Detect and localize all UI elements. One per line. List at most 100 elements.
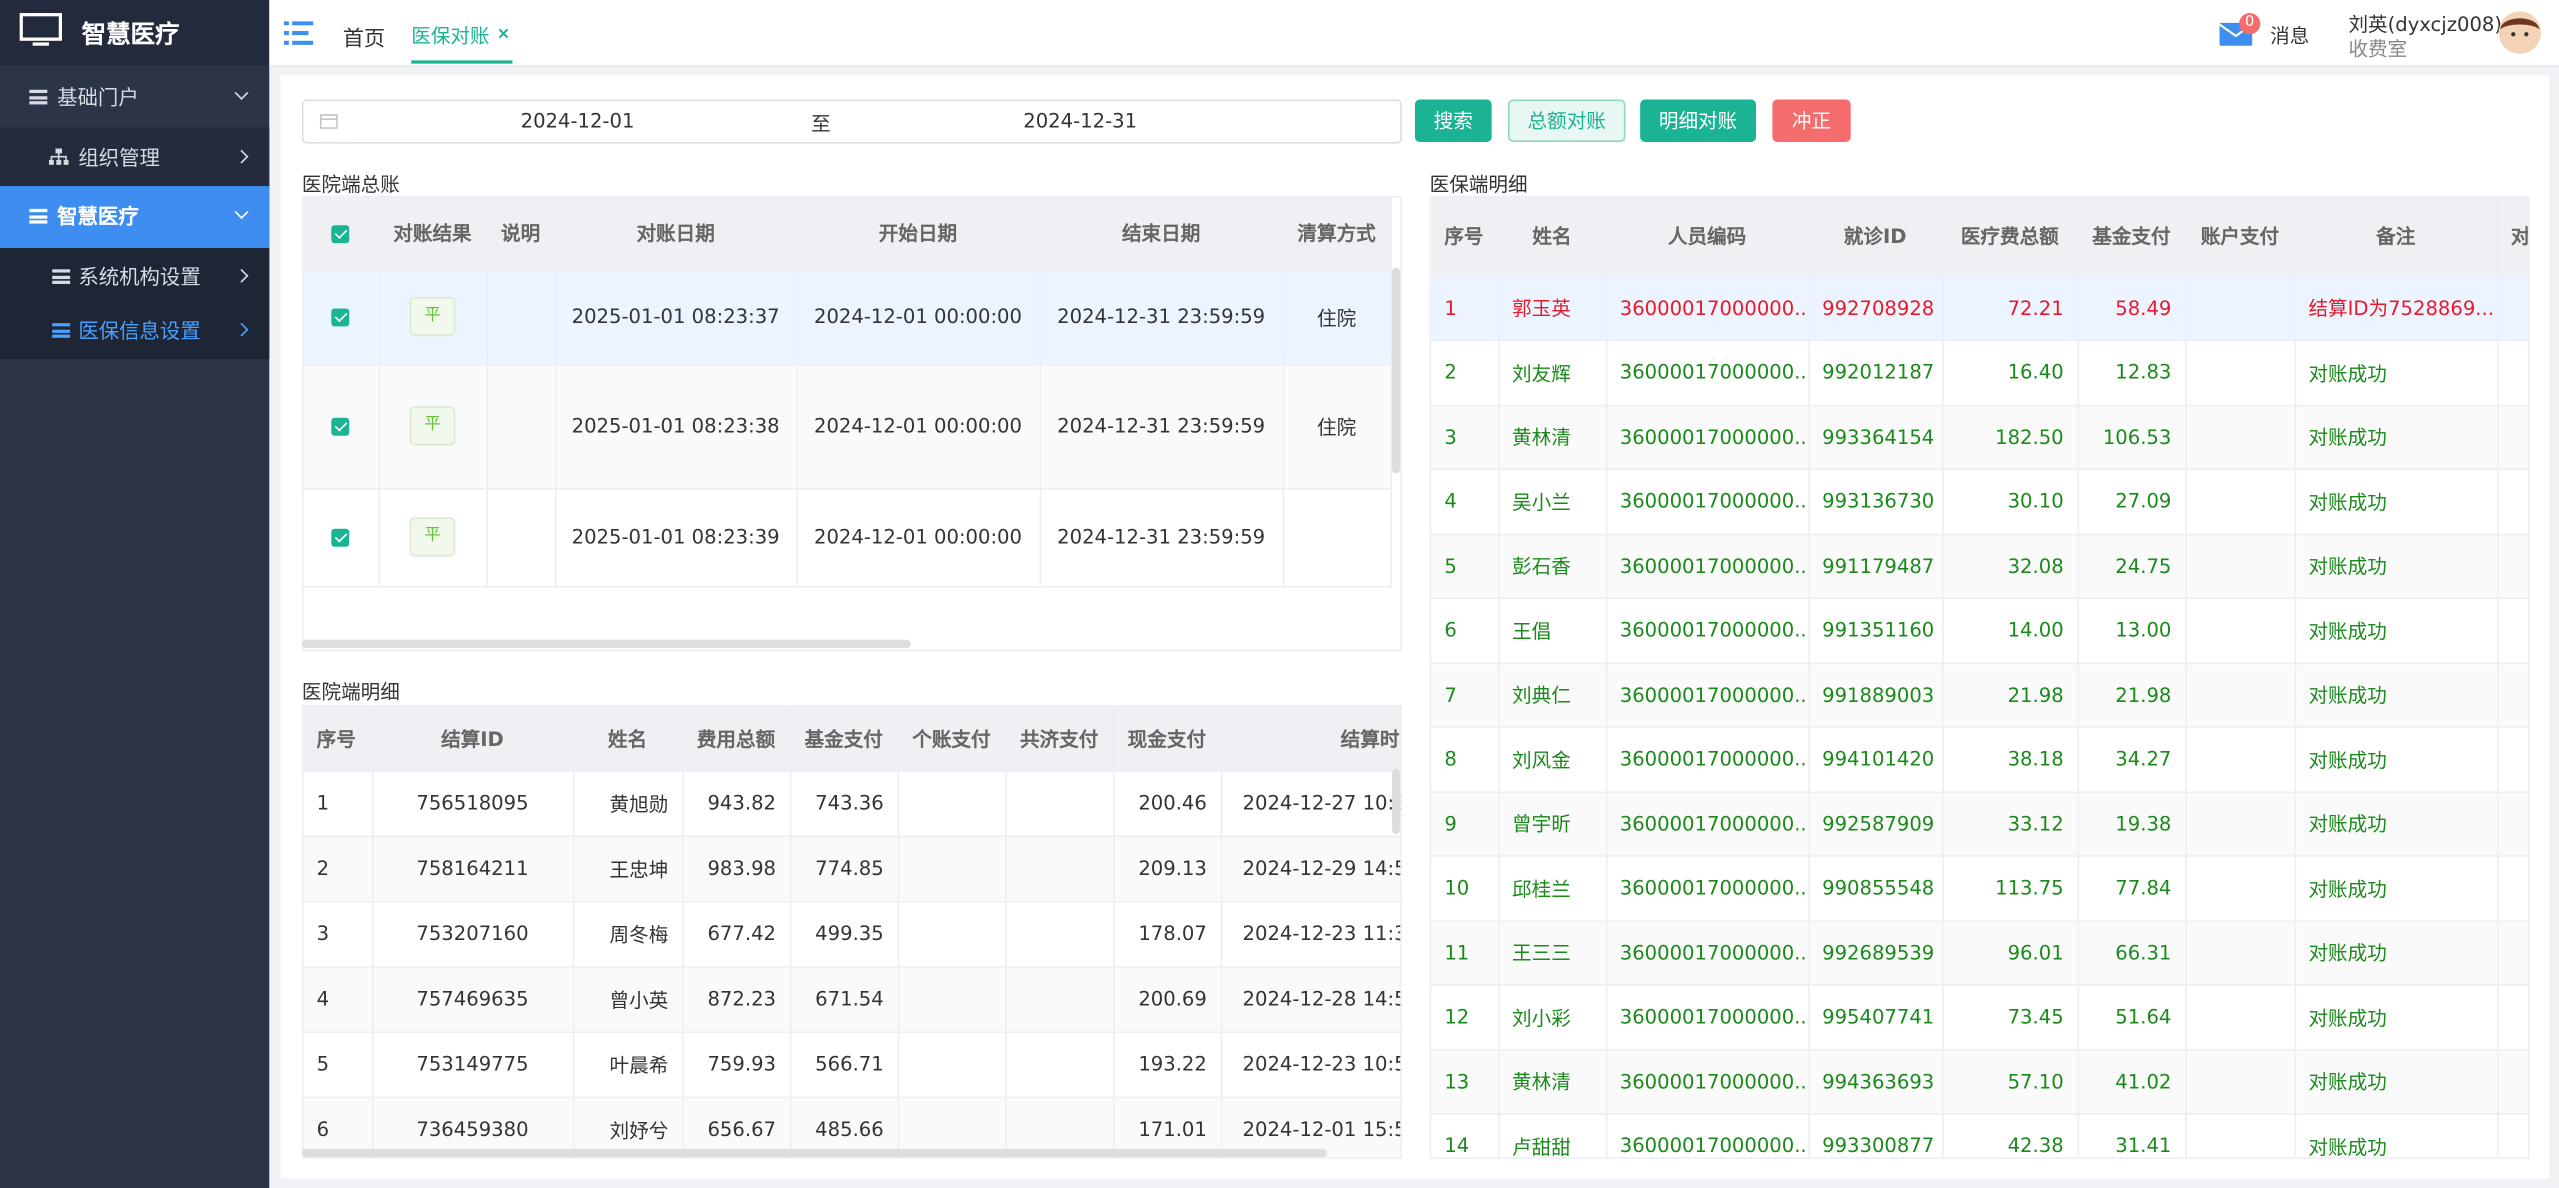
row-checkbox[interactable]	[332, 418, 350, 436]
table-row: 3黄林清36000017000000...993364154182.50106.…	[1431, 405, 2529, 469]
cell	[2185, 534, 2294, 598]
select-all-checkbox[interactable]	[332, 225, 350, 243]
logo-bar: 智慧医疗	[0, 0, 269, 65]
cell	[898, 901, 1006, 966]
summary-table: 对账结果说明对账日期开始日期结束日期清算方式平2025-01-01 08:23:…	[302, 196, 1402, 651]
cell	[2497, 598, 2530, 662]
cell: 3	[1431, 405, 1498, 469]
menu-item[interactable]: 组织管理	[0, 127, 269, 189]
cell	[304, 364, 379, 488]
column-header: 医疗费总额	[1942, 197, 2077, 275]
column-header: 基金支付	[2078, 197, 2186, 275]
column-header: 人员编码	[1606, 197, 1808, 275]
cell: 对账成功	[2295, 985, 2497, 1049]
panel-title: 医院端总账	[302, 170, 400, 198]
menu-toggle[interactable]	[284, 21, 313, 45]
cell: 36000017000000...	[1606, 727, 1808, 791]
cell: 6	[1431, 598, 1498, 662]
cell: 200.46	[1113, 770, 1221, 835]
cell: 对账成功	[2295, 405, 2497, 469]
table-row: 4吴小兰36000017000000...99313673030.1027.09…	[1431, 469, 2529, 533]
cell: 2024-12-23 10:51	[1221, 1031, 1402, 1096]
cell: 对账成功	[2295, 920, 2497, 984]
column-header: 结算时间	[1221, 707, 1402, 771]
tab-close[interactable]	[498, 28, 509, 39]
table-row: 平2025-01-01 08:23:382024-12-01 00:00:002…	[304, 364, 1391, 488]
column-header: 结束日期	[1040, 197, 1283, 269]
tab[interactable]: 首页	[343, 21, 385, 52]
cell: 36000017000000...	[1606, 1049, 1808, 1113]
cell: 2024-12-31 23:59:59	[1040, 488, 1283, 586]
table-row: 6王倡36000017000000...99135116014.0013.00对…	[1431, 598, 2529, 662]
cell: 刘典仁	[1498, 663, 1606, 727]
cell: 990855548	[1808, 856, 1942, 920]
avatar[interactable]	[2497, 10, 2543, 56]
date-range[interactable]: 2024-12-01 至 2024-12-31	[302, 100, 1402, 144]
cell	[2185, 340, 2294, 404]
row-checkbox[interactable]	[332, 529, 350, 547]
table-row: 11王三三36000017000000...99268953996.0166.3…	[1431, 920, 2529, 984]
cell: 36000017000000...	[1606, 920, 1808, 984]
column-header: 序号	[1431, 197, 1498, 275]
cell: 刘友辉	[1498, 340, 1606, 404]
cell: 2024-12-01 00:00:00	[796, 364, 1039, 488]
cell	[2497, 985, 2530, 1049]
menu-item[interactable]: 系统机构设置	[0, 246, 269, 308]
cell	[2497, 276, 2530, 340]
table-row: 7刘典仁36000017000000...99188900321.9821.98…	[1431, 663, 2529, 727]
menu-item[interactable]: 基础门户	[0, 67, 269, 129]
table-row: 12刘小彩36000017000000...99540774173.4551.6…	[1431, 985, 2529, 1049]
menu-item-active[interactable]: 智慧医疗	[0, 186, 269, 248]
cell: 21.98	[2078, 663, 2186, 727]
cell: 王忠坤	[573, 836, 682, 901]
message-label[interactable]: 消息	[2270, 21, 2309, 49]
panel-title: 医院端明细	[302, 677, 400, 705]
cell	[2185, 920, 2294, 984]
reverse-button[interactable]: 冲正	[1772, 100, 1850, 142]
menu-item-selected[interactable]: 医保信息设置	[0, 300, 269, 362]
panel-title: 医保端明细	[1430, 170, 1528, 198]
tab-active[interactable]: 医保对账	[411, 21, 489, 49]
cell: 住院	[1283, 364, 1391, 488]
column-header: 开始日期	[796, 197, 1039, 269]
cell	[1005, 770, 1113, 835]
cell	[2185, 663, 2294, 727]
table-row: 平2025-01-01 08:23:392024-12-01 00:00:002…	[304, 488, 1391, 586]
cell	[1005, 966, 1113, 1031]
detail-reconcile-button[interactable]: 明细对账	[1640, 100, 1756, 142]
search-button[interactable]: 搜索	[1415, 100, 1492, 142]
cell: 19.38	[2078, 792, 2186, 856]
cell: 36000017000000...	[1606, 598, 1808, 662]
menu-label: 系统机构设置	[78, 264, 200, 288]
cell	[2497, 727, 2530, 791]
cell	[486, 364, 555, 488]
header-row: 序号姓名人员编码就诊ID医疗费总额基金支付账户支付备注对	[1431, 197, 2529, 275]
cell: 对账成功	[2295, 792, 2497, 856]
total-reconcile-button[interactable]: 总额对账	[1508, 100, 1626, 142]
cell: 758164211	[372, 836, 573, 901]
menu-label: 组织管理	[78, 145, 160, 169]
cell	[2185, 727, 2294, 791]
cell: 3	[304, 901, 373, 966]
table-row: 9曾宇昕36000017000000...99258790933.1219.38…	[1431, 792, 2529, 856]
cell	[2497, 663, 2530, 727]
cell: 58.49	[2078, 276, 2186, 340]
cell: 对账成功	[2295, 663, 2497, 727]
logo-icon	[20, 13, 62, 49]
cell: 36000017000000...	[1606, 985, 1808, 1049]
cell	[898, 966, 1006, 1031]
cell	[2185, 1114, 2294, 1159]
cell: 对账成功	[2295, 598, 2497, 662]
cell	[2497, 534, 2530, 598]
cell: 对账成功	[2295, 1049, 2497, 1113]
table-row: 5753149775叶晨希759.93566.71193.222024-12-2…	[304, 1031, 1402, 1096]
cell: 12.83	[2078, 340, 2186, 404]
cell: 983.98	[682, 836, 790, 901]
column-header: 姓名	[1498, 197, 1606, 275]
cell: 36000017000000...	[1606, 340, 1808, 404]
cell: 2024-12-31 23:59:59	[1040, 364, 1283, 488]
row-checkbox[interactable]	[332, 308, 350, 326]
cell: 209.13	[1113, 836, 1221, 901]
cell: 992012187	[1808, 340, 1942, 404]
cell: 14.00	[1942, 598, 2077, 662]
